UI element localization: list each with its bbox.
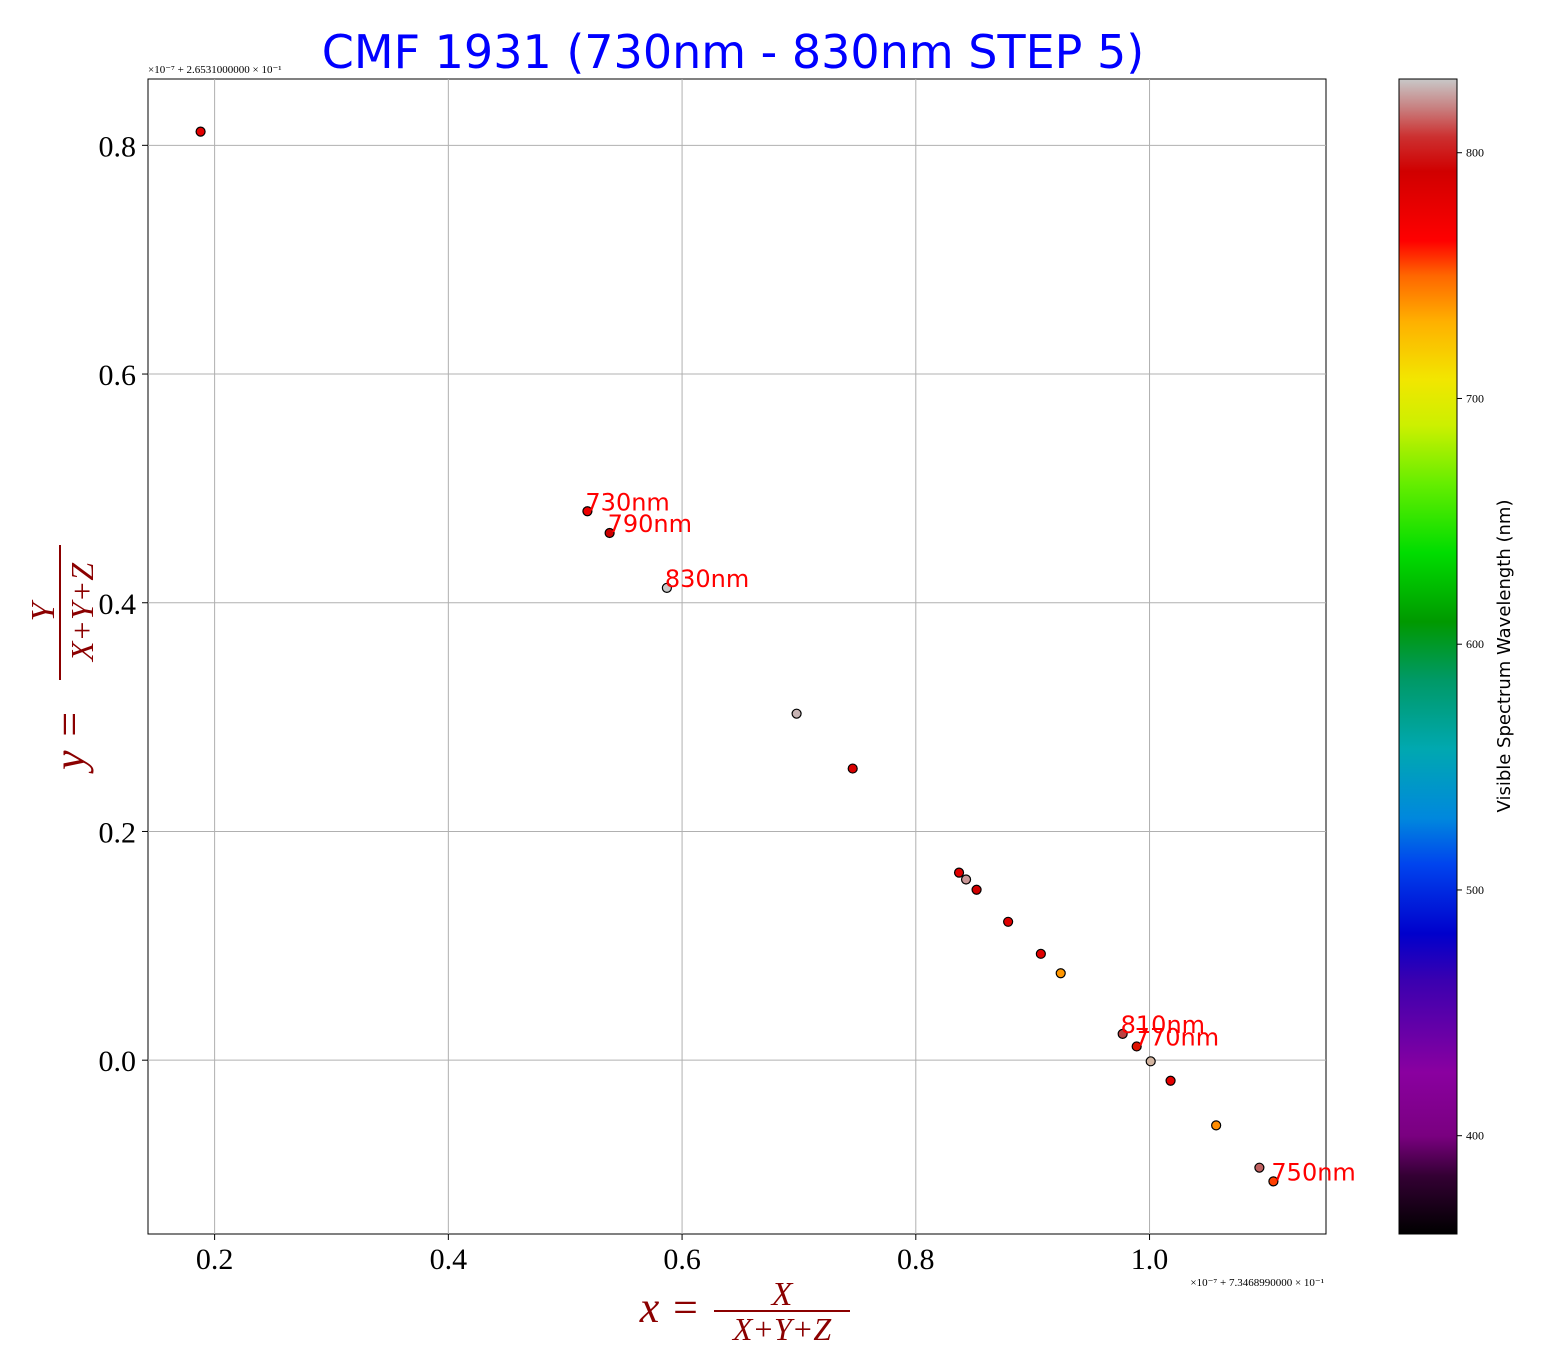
scatter-points xyxy=(195,126,1279,1187)
scatter-point xyxy=(1145,1056,1156,1067)
y-axis-label-numerator: Y xyxy=(25,599,62,621)
scatter-point xyxy=(1211,1120,1222,1131)
scatter-point xyxy=(1003,916,1014,927)
x-tick-label: 0.4 xyxy=(430,1243,468,1276)
scatter-point xyxy=(582,506,593,517)
scatter-point xyxy=(661,582,672,593)
x-offset-text: ×10⁻⁷ + 7.3468990000 × 10⁻¹ xyxy=(1190,1277,1324,1289)
colorbar-tick-label: 400 xyxy=(1466,1129,1484,1143)
point-label: 830nm xyxy=(665,565,749,593)
scatter-point xyxy=(1117,1028,1128,1039)
x-axis-ticks: 0.2 0.4 0.6 0.8 1.0 xyxy=(196,1234,1168,1276)
grid xyxy=(148,79,1326,1234)
scatter-point xyxy=(953,867,965,878)
scatter-point xyxy=(1254,1162,1265,1173)
point-label: 730nm xyxy=(585,488,669,516)
colorbar-ticks: 400 500 600 700 800 xyxy=(1457,146,1484,1143)
colorbar-tick-label: 800 xyxy=(1466,146,1484,160)
scatter-point xyxy=(1055,968,1066,979)
x-axis-label-numerator: X xyxy=(770,1276,794,1313)
scatter-point xyxy=(847,763,858,774)
y-axis-ticks: 0.0 0.2 0.4 0.6 0.8 xyxy=(99,130,148,1078)
plot-area xyxy=(147,78,1327,1235)
y-tick-label: 0.4 xyxy=(99,588,137,621)
x-tick-label: 0.8 xyxy=(897,1243,935,1276)
x-axis-label-denominator: X+Y+Z xyxy=(731,1311,833,1347)
x-tick-label: 1.0 xyxy=(1131,1243,1169,1276)
scatter-point xyxy=(1035,948,1046,959)
y-tick-label: 0.6 xyxy=(99,359,137,392)
colorbar xyxy=(1398,78,1458,1235)
y-offset-text: ×10⁻⁷ + 2.6531000000 × 10⁻¹ xyxy=(148,64,282,76)
scatter-point xyxy=(195,126,206,137)
scatter-point xyxy=(971,884,982,895)
x-axis-label-lhs: x = xyxy=(639,1283,700,1332)
y-tick-label: 0.0 xyxy=(99,1045,137,1078)
y-tick-label: 0.8 xyxy=(99,130,137,163)
x-axis-label: x = X X+Y+Z xyxy=(639,1276,850,1347)
point-label: 770nm xyxy=(1135,1023,1219,1051)
y-axis-label-lhs: y = xyxy=(45,710,94,774)
x-tick-label: 0.6 xyxy=(663,1243,701,1276)
x-tick-label: 0.2 xyxy=(196,1243,234,1276)
y-tick-label: 0.2 xyxy=(99,816,137,849)
scatter-point xyxy=(791,708,802,719)
chart-title: CMF 1931 (730nm - 830nm STEP 5) xyxy=(322,25,1144,79)
colorbar-tick-label: 700 xyxy=(1466,391,1484,405)
scatter-point xyxy=(1268,1176,1279,1187)
scatter-point xyxy=(960,874,972,885)
colorbar-tick-label: 500 xyxy=(1466,883,1484,897)
y-axis-label: y = Y X+Y+Z xyxy=(25,545,100,774)
y-axis-label-denominator: X+Y+Z xyxy=(64,562,100,664)
scatter-point xyxy=(1131,1041,1142,1052)
point-label: 750nm xyxy=(1271,1158,1355,1186)
point-label: 810nm xyxy=(1121,1011,1205,1039)
scatter-point xyxy=(604,527,615,539)
scatter-point xyxy=(1165,1075,1176,1086)
colorbar-label: Visible Spectrum Wavelength (nm) xyxy=(1494,500,1515,813)
colorbar-tick-label: 600 xyxy=(1466,637,1484,651)
point-label: 790nm xyxy=(608,510,692,538)
